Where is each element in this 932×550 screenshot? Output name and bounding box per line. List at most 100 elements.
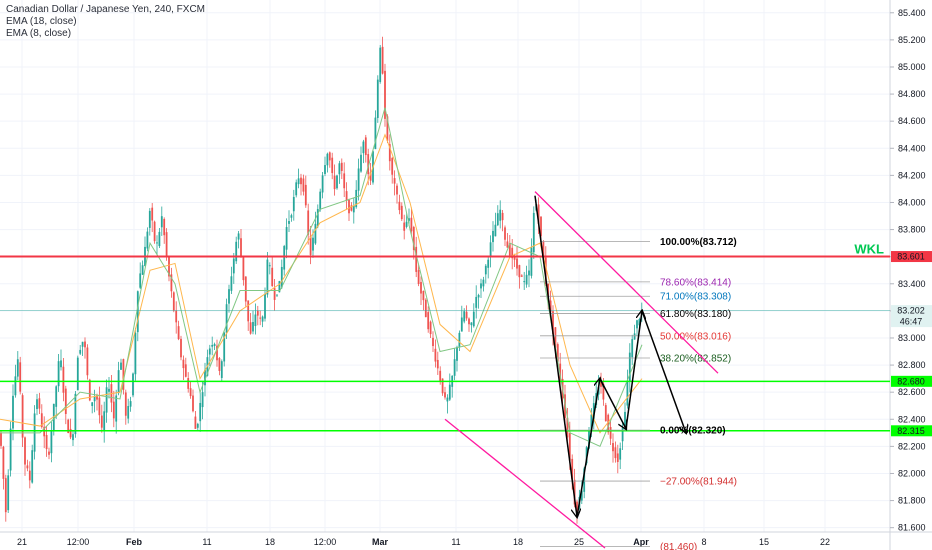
candle-body bbox=[420, 282, 422, 294]
candle-body bbox=[379, 47, 382, 82]
candle-body bbox=[463, 311, 466, 322]
candle-body bbox=[405, 221, 408, 227]
candle-body bbox=[254, 314, 257, 327]
candle-body bbox=[74, 393, 77, 435]
candle-body bbox=[57, 361, 60, 387]
candle-body bbox=[360, 154, 362, 172]
candle-body bbox=[218, 358, 221, 371]
price-tick-label: 82.000 bbox=[898, 468, 926, 478]
candle-body bbox=[583, 468, 586, 492]
time-tick-label: 21 bbox=[17, 537, 27, 547]
candle-body bbox=[266, 259, 269, 295]
candle-body bbox=[156, 242, 158, 244]
time-tick-label: Feb bbox=[126, 537, 143, 547]
fib-level-label: (81.460) bbox=[660, 542, 697, 550]
time-tick-label: 8 bbox=[701, 537, 706, 547]
candle-body bbox=[285, 227, 288, 250]
candle-body bbox=[256, 310, 259, 316]
candle-body bbox=[72, 434, 74, 441]
candle-body bbox=[537, 204, 540, 225]
symbol-title: Canadian Dollar / Japanese Yen, 240, FXC… bbox=[6, 4, 206, 15]
candle-body bbox=[362, 141, 365, 154]
price-label-wkl: 83.601 bbox=[897, 252, 925, 262]
candle-body bbox=[638, 319, 641, 326]
candle-body bbox=[552, 311, 554, 335]
candle-body bbox=[422, 290, 425, 301]
projection-arrow bbox=[576, 379, 600, 517]
candle-body bbox=[336, 175, 338, 189]
fib-level-label: 78.60%(83.414) bbox=[660, 277, 731, 288]
candle-body bbox=[86, 347, 89, 376]
candle-body bbox=[19, 362, 22, 392]
candle-body bbox=[84, 341, 86, 348]
candle-body bbox=[513, 256, 516, 260]
candle-body bbox=[518, 265, 521, 278]
candle-body bbox=[112, 401, 115, 419]
price-tick-label: 82.400 bbox=[898, 414, 926, 424]
candle-body bbox=[542, 241, 545, 260]
time-tick-label: Mar bbox=[372, 537, 389, 547]
time-tick-label: 12:00 bbox=[314, 537, 337, 547]
price-label-bg-current-price bbox=[891, 305, 932, 328]
candle-body bbox=[201, 392, 204, 408]
candle-body bbox=[232, 258, 235, 274]
candle-body bbox=[602, 383, 605, 400]
price-tick-label: 83.800 bbox=[898, 225, 926, 235]
ema-slow-legend: EMA (18, close) bbox=[6, 16, 77, 27]
chart-legend: Canadian Dollar / Japanese Yen, 240, FXC… bbox=[6, 4, 205, 40]
candle-body bbox=[81, 341, 84, 347]
fib-level-label: 100.00%(83.712) bbox=[660, 237, 737, 248]
candle-body bbox=[139, 273, 142, 288]
candle-body bbox=[348, 199, 350, 214]
price-label-current-price: 83.202 bbox=[897, 306, 925, 316]
price-tick-label: 84.400 bbox=[898, 143, 926, 153]
candle-body bbox=[28, 470, 31, 481]
candle-body bbox=[304, 184, 307, 206]
candle-body bbox=[24, 437, 26, 465]
candle-body bbox=[340, 162, 343, 171]
candle-body bbox=[350, 205, 353, 211]
candle-body bbox=[204, 369, 206, 386]
candle-body bbox=[501, 212, 504, 221]
candle-body bbox=[271, 267, 274, 286]
candle-body bbox=[136, 291, 139, 333]
candle-body bbox=[43, 426, 46, 437]
fib-level-label: 71.00%(83.308) bbox=[660, 292, 731, 303]
candle-body bbox=[124, 392, 127, 416]
candle-body bbox=[511, 247, 514, 259]
price-tick-label: 82.200 bbox=[898, 441, 926, 451]
candle-body bbox=[484, 265, 487, 275]
candle-body bbox=[571, 458, 574, 480]
candle-body bbox=[573, 479, 576, 505]
candle-body bbox=[2, 446, 5, 479]
candle-body bbox=[196, 423, 199, 428]
candle-body bbox=[7, 475, 10, 511]
candle-body bbox=[288, 221, 290, 224]
candle-body bbox=[120, 362, 122, 370]
candle-body bbox=[367, 154, 370, 175]
candle-body bbox=[302, 178, 305, 192]
candle-body bbox=[345, 191, 348, 201]
candle-body bbox=[223, 332, 226, 362]
price-label-bg-upper-green bbox=[891, 375, 932, 387]
price-label-upper-green: 82.680 bbox=[897, 376, 925, 386]
candle-body bbox=[453, 359, 456, 376]
candle-body bbox=[324, 165, 326, 174]
candle-body bbox=[129, 401, 132, 407]
price-tick-label: 84.000 bbox=[898, 197, 926, 207]
candle-body bbox=[523, 281, 526, 283]
candle-body bbox=[192, 395, 194, 412]
candle-body bbox=[297, 178, 300, 185]
candle-body bbox=[88, 379, 91, 401]
candle-body bbox=[314, 223, 317, 244]
candle-body bbox=[612, 443, 614, 452]
candle-body bbox=[26, 465, 29, 469]
candle-body bbox=[631, 339, 634, 358]
candle-body bbox=[177, 326, 180, 340]
candle-body bbox=[170, 274, 173, 292]
candle-body bbox=[516, 258, 518, 269]
candle-body bbox=[249, 322, 252, 334]
candle-body bbox=[244, 276, 247, 302]
projection-arrow bbox=[599, 378, 626, 429]
